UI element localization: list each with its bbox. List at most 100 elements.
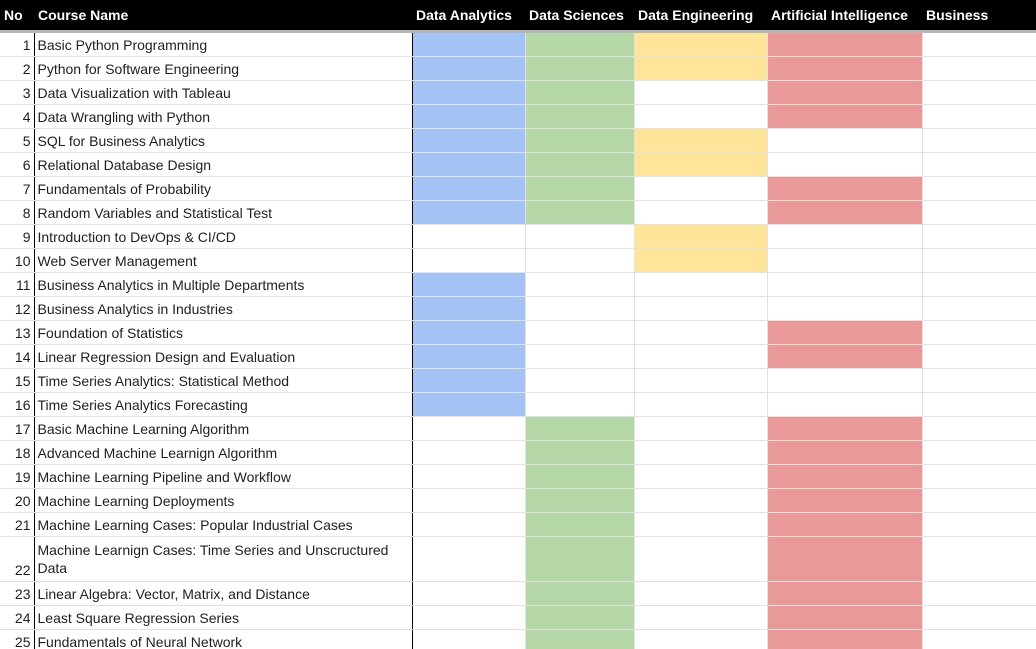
- data-engineering-cell[interactable]: [634, 605, 768, 630]
- data-analytics-cell[interactable]: [411, 512, 526, 537]
- row-number-cell[interactable]: 24: [0, 605, 35, 630]
- course-name-cell[interactable]: Time Series Analytics: Statistical Metho…: [34, 368, 413, 393]
- data-analytics-cell[interactable]: [411, 464, 526, 489]
- data-engineering-cell[interactable]: [634, 272, 768, 297]
- business-cell[interactable]: [922, 512, 1036, 537]
- row-number-cell[interactable]: 10: [0, 248, 35, 273]
- data-analytics-cell[interactable]: [411, 320, 526, 345]
- course-name-cell[interactable]: Web Server Management: [34, 248, 413, 273]
- artificial-intelligence-cell[interactable]: [767, 104, 923, 129]
- data-sciences-cell[interactable]: [525, 416, 635, 441]
- data-engineering-cell[interactable]: [634, 31, 768, 57]
- data-engineering-cell[interactable]: [634, 488, 768, 513]
- data-sciences-cell[interactable]: [525, 392, 635, 417]
- artificial-intelligence-cell[interactable]: [767, 605, 923, 630]
- data-sciences-cell[interactable]: [525, 176, 635, 201]
- course-name-cell[interactable]: Least Square Regression Series: [34, 605, 413, 630]
- artificial-intelligence-cell[interactable]: [767, 128, 923, 153]
- data-sciences-cell[interactable]: [525, 320, 635, 345]
- row-number-cell[interactable]: 18: [0, 440, 35, 465]
- course-name-cell[interactable]: Business Analytics in Multiple Departmen…: [34, 272, 413, 297]
- data-engineering-cell[interactable]: [634, 80, 768, 105]
- data-sciences-cell[interactable]: [525, 536, 635, 582]
- row-number-cell[interactable]: 13: [0, 320, 35, 345]
- data-engineering-cell[interactable]: [634, 392, 768, 417]
- header-business[interactable]: Business: [922, 0, 1036, 33]
- row-number-cell[interactable]: 4: [0, 104, 35, 129]
- row-number-cell[interactable]: 25: [0, 629, 35, 649]
- data-engineering-cell[interactable]: [634, 224, 768, 249]
- course-name-cell[interactable]: Machine Learning Pipeline and Workflow: [34, 464, 413, 489]
- data-sciences-cell[interactable]: [525, 31, 635, 57]
- header-no[interactable]: No: [0, 0, 34, 33]
- header-artificial-intelligence[interactable]: Artificial Intelligence: [767, 0, 922, 33]
- data-sciences-cell[interactable]: [525, 512, 635, 537]
- course-name-cell[interactable]: Machine Learnign Cases: Time Series and …: [34, 536, 413, 582]
- data-sciences-cell[interactable]: [525, 248, 635, 273]
- data-engineering-cell[interactable]: [634, 368, 768, 393]
- data-sciences-cell[interactable]: [525, 581, 635, 606]
- artificial-intelligence-cell[interactable]: [767, 392, 923, 417]
- business-cell[interactable]: [922, 80, 1036, 105]
- header-data-engineering[interactable]: Data Engineering: [634, 0, 767, 33]
- artificial-intelligence-cell[interactable]: [767, 31, 923, 57]
- data-sciences-cell[interactable]: [525, 224, 635, 249]
- row-number-cell[interactable]: 12: [0, 296, 35, 321]
- data-analytics-cell[interactable]: [411, 296, 526, 321]
- business-cell[interactable]: [922, 416, 1036, 441]
- business-cell[interactable]: [922, 320, 1036, 345]
- artificial-intelligence-cell[interactable]: [767, 248, 923, 273]
- artificial-intelligence-cell[interactable]: [767, 80, 923, 105]
- row-number-cell[interactable]: 2: [0, 56, 35, 81]
- data-sciences-cell[interactable]: [525, 200, 635, 225]
- data-engineering-cell[interactable]: [634, 176, 768, 201]
- data-engineering-cell[interactable]: [634, 152, 768, 177]
- data-sciences-cell[interactable]: [525, 464, 635, 489]
- row-number-cell[interactable]: 17: [0, 416, 35, 441]
- data-analytics-cell[interactable]: [411, 152, 526, 177]
- data-analytics-cell[interactable]: [411, 488, 526, 513]
- data-analytics-cell[interactable]: [411, 440, 526, 465]
- artificial-intelligence-cell[interactable]: [767, 536, 923, 582]
- data-sciences-cell[interactable]: [525, 296, 635, 321]
- row-number-cell[interactable]: 5: [0, 128, 35, 153]
- row-number-cell[interactable]: 21: [0, 512, 35, 537]
- business-cell[interactable]: [922, 200, 1036, 225]
- data-analytics-cell[interactable]: [411, 128, 526, 153]
- business-cell[interactable]: [922, 392, 1036, 417]
- course-name-cell[interactable]: Python for Software Engineering: [34, 56, 413, 81]
- artificial-intelligence-cell[interactable]: [767, 56, 923, 81]
- course-name-cell[interactable]: Data Wrangling with Python: [34, 104, 413, 129]
- data-analytics-cell[interactable]: [411, 344, 526, 369]
- artificial-intelligence-cell[interactable]: [767, 416, 923, 441]
- business-cell[interactable]: [922, 31, 1036, 57]
- business-cell[interactable]: [922, 368, 1036, 393]
- business-cell[interactable]: [922, 581, 1036, 606]
- data-sciences-cell[interactable]: [525, 272, 635, 297]
- business-cell[interactable]: [922, 248, 1036, 273]
- data-engineering-cell[interactable]: [634, 248, 768, 273]
- business-cell[interactable]: [922, 464, 1036, 489]
- data-sciences-cell[interactable]: [525, 80, 635, 105]
- course-name-cell[interactable]: Foundation of Statistics: [34, 320, 413, 345]
- data-engineering-cell[interactable]: [634, 512, 768, 537]
- artificial-intelligence-cell[interactable]: [767, 344, 923, 369]
- row-number-cell[interactable]: 8: [0, 200, 35, 225]
- data-engineering-cell[interactable]: [634, 581, 768, 606]
- data-analytics-cell[interactable]: [411, 56, 526, 81]
- data-sciences-cell[interactable]: [525, 488, 635, 513]
- row-number-cell[interactable]: 16: [0, 392, 35, 417]
- data-sciences-cell[interactable]: [525, 344, 635, 369]
- data-sciences-cell[interactable]: [525, 104, 635, 129]
- course-name-cell[interactable]: Fundamentals of Neural Network: [34, 629, 413, 649]
- course-name-cell[interactable]: Business Analytics in Industries: [34, 296, 413, 321]
- course-name-cell[interactable]: Fundamentals of Probability: [34, 176, 413, 201]
- row-number-cell[interactable]: 20: [0, 488, 35, 513]
- data-analytics-cell[interactable]: [411, 605, 526, 630]
- row-number-cell[interactable]: 22: [0, 536, 35, 582]
- course-name-cell[interactable]: Linear Algebra: Vector, Matrix, and Dist…: [34, 581, 413, 606]
- data-analytics-cell[interactable]: [411, 629, 526, 649]
- data-engineering-cell[interactable]: [634, 440, 768, 465]
- header-data-analytics[interactable]: Data Analytics: [412, 0, 525, 33]
- data-analytics-cell[interactable]: [411, 200, 526, 225]
